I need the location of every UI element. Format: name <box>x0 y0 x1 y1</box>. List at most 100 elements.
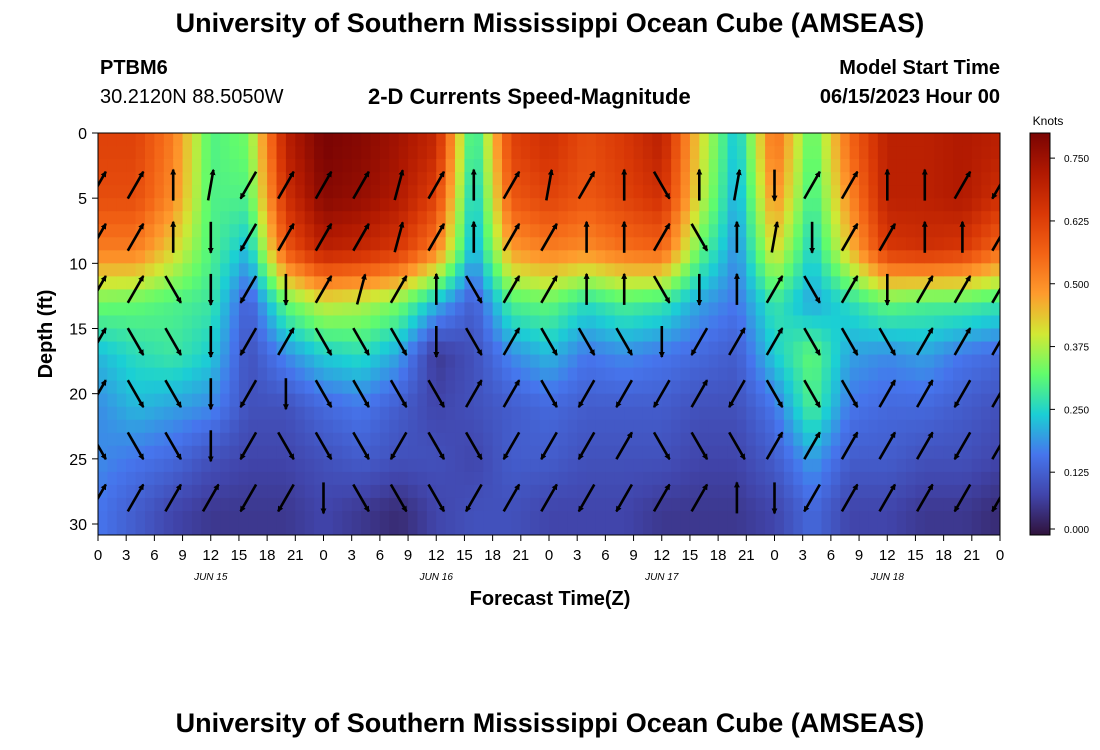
heatmap-cell <box>210 172 221 186</box>
heatmap-cell <box>830 445 841 460</box>
heatmap-cell <box>689 133 700 147</box>
heatmap-cell <box>671 458 682 473</box>
heatmap-cell <box>746 133 757 147</box>
heatmap-cell <box>802 419 813 434</box>
heatmap-cell <box>295 263 306 277</box>
heatmap-cell <box>492 484 503 499</box>
heatmap-cell <box>708 393 719 408</box>
heatmap-cell <box>953 211 964 225</box>
heatmap-cell <box>361 237 372 251</box>
heatmap-cell <box>267 380 278 395</box>
heatmap-cell <box>605 354 616 369</box>
heatmap-cell <box>389 497 400 512</box>
heatmap-cell <box>267 497 278 512</box>
heatmap-cell <box>323 146 334 160</box>
heatmap-cell <box>285 419 296 434</box>
heatmap-cell <box>971 354 982 369</box>
heatmap-cell <box>868 289 879 304</box>
x-tick-label: 3 <box>799 547 807 564</box>
heatmap-cell <box>746 445 757 460</box>
heatmap-cell <box>248 524 259 535</box>
heatmap-cell <box>436 198 447 212</box>
heatmap-cell <box>520 302 531 317</box>
heatmap-cell <box>220 198 231 212</box>
heatmap-cell <box>736 224 747 238</box>
current-arrow <box>690 223 709 252</box>
heatmap-cell <box>896 471 907 486</box>
heatmap-cell <box>549 354 559 369</box>
heatmap-cell <box>736 419 747 434</box>
heatmap-cell <box>877 172 888 186</box>
heatmap-cell <box>765 484 776 499</box>
heatmap-cell <box>746 484 757 499</box>
heatmap-cell <box>445 393 456 408</box>
heatmap-cell <box>332 146 343 160</box>
heatmap-cell <box>295 484 306 499</box>
heatmap-cell <box>342 302 353 317</box>
heatmap-cell <box>736 458 747 473</box>
heatmap-cell <box>210 237 221 251</box>
heatmap-cell <box>906 276 917 290</box>
heatmap-cell <box>774 354 785 369</box>
heatmap-cell <box>652 211 663 225</box>
heatmap-cell <box>445 172 456 186</box>
heatmap-cell <box>614 524 625 535</box>
heatmap-cell <box>887 458 898 473</box>
heatmap-cell <box>173 263 184 277</box>
heatmap-cell <box>812 250 823 264</box>
heatmap-cell <box>877 419 888 434</box>
heatmap-cell <box>342 328 353 343</box>
heatmap-cell <box>502 432 513 447</box>
heatmap-cell <box>821 133 832 147</box>
heatmap-cell <box>182 237 193 251</box>
heatmap-cell <box>98 432 108 447</box>
heatmap-cell <box>671 354 682 369</box>
heatmap-cell <box>379 354 390 369</box>
heatmap-cell <box>191 471 202 486</box>
heatmap-cell <box>783 406 794 421</box>
current-arrow <box>803 483 821 513</box>
heatmap-cell <box>962 354 973 369</box>
heatmap-cell <box>530 146 541 160</box>
heatmap-cell <box>962 289 973 304</box>
heatmap-cell <box>426 497 437 512</box>
y-tick-label: 10 <box>69 256 87 273</box>
heatmap-cell <box>144 328 155 343</box>
heatmap-cell <box>746 524 757 535</box>
heatmap-cell <box>558 406 569 421</box>
heatmap-cell <box>257 341 268 356</box>
x-tick-label: 0 <box>94 547 102 564</box>
heatmap-cell <box>408 198 419 212</box>
heatmap-cell <box>633 224 644 238</box>
heatmap-cell <box>915 198 926 212</box>
heatmap-cell <box>793 250 804 264</box>
heatmap-cell <box>173 276 184 290</box>
heatmap-cell <box>718 185 729 199</box>
heatmap-cell <box>116 289 127 304</box>
heatmap-cell <box>248 458 259 473</box>
heatmap-cell <box>144 276 155 290</box>
heatmap-cell <box>953 172 964 186</box>
x-tick-label: 0 <box>770 547 778 564</box>
heatmap-cell <box>981 198 992 212</box>
heatmap-cell <box>370 380 381 395</box>
heatmap-cell <box>351 341 362 356</box>
heatmap-cell <box>934 380 945 395</box>
heatmap-cell <box>276 328 287 343</box>
heatmap-cell <box>971 263 982 277</box>
heatmap-cell <box>389 524 400 535</box>
heatmap-cell <box>445 380 456 395</box>
heatmap-cell <box>793 419 804 434</box>
heatmap-cell <box>464 341 475 356</box>
heatmap-cell <box>736 354 747 369</box>
heatmap-cell <box>953 237 964 251</box>
current-arrow <box>277 170 295 200</box>
heatmap-cell <box>595 211 606 225</box>
heatmap-cell <box>718 484 729 499</box>
heatmap-cell <box>736 250 747 264</box>
heatmap-cell <box>577 484 588 499</box>
heatmap-cell <box>887 159 898 173</box>
heatmap-cell <box>718 510 729 525</box>
heatmap-cell <box>135 380 146 395</box>
heatmap-cell <box>539 484 550 499</box>
